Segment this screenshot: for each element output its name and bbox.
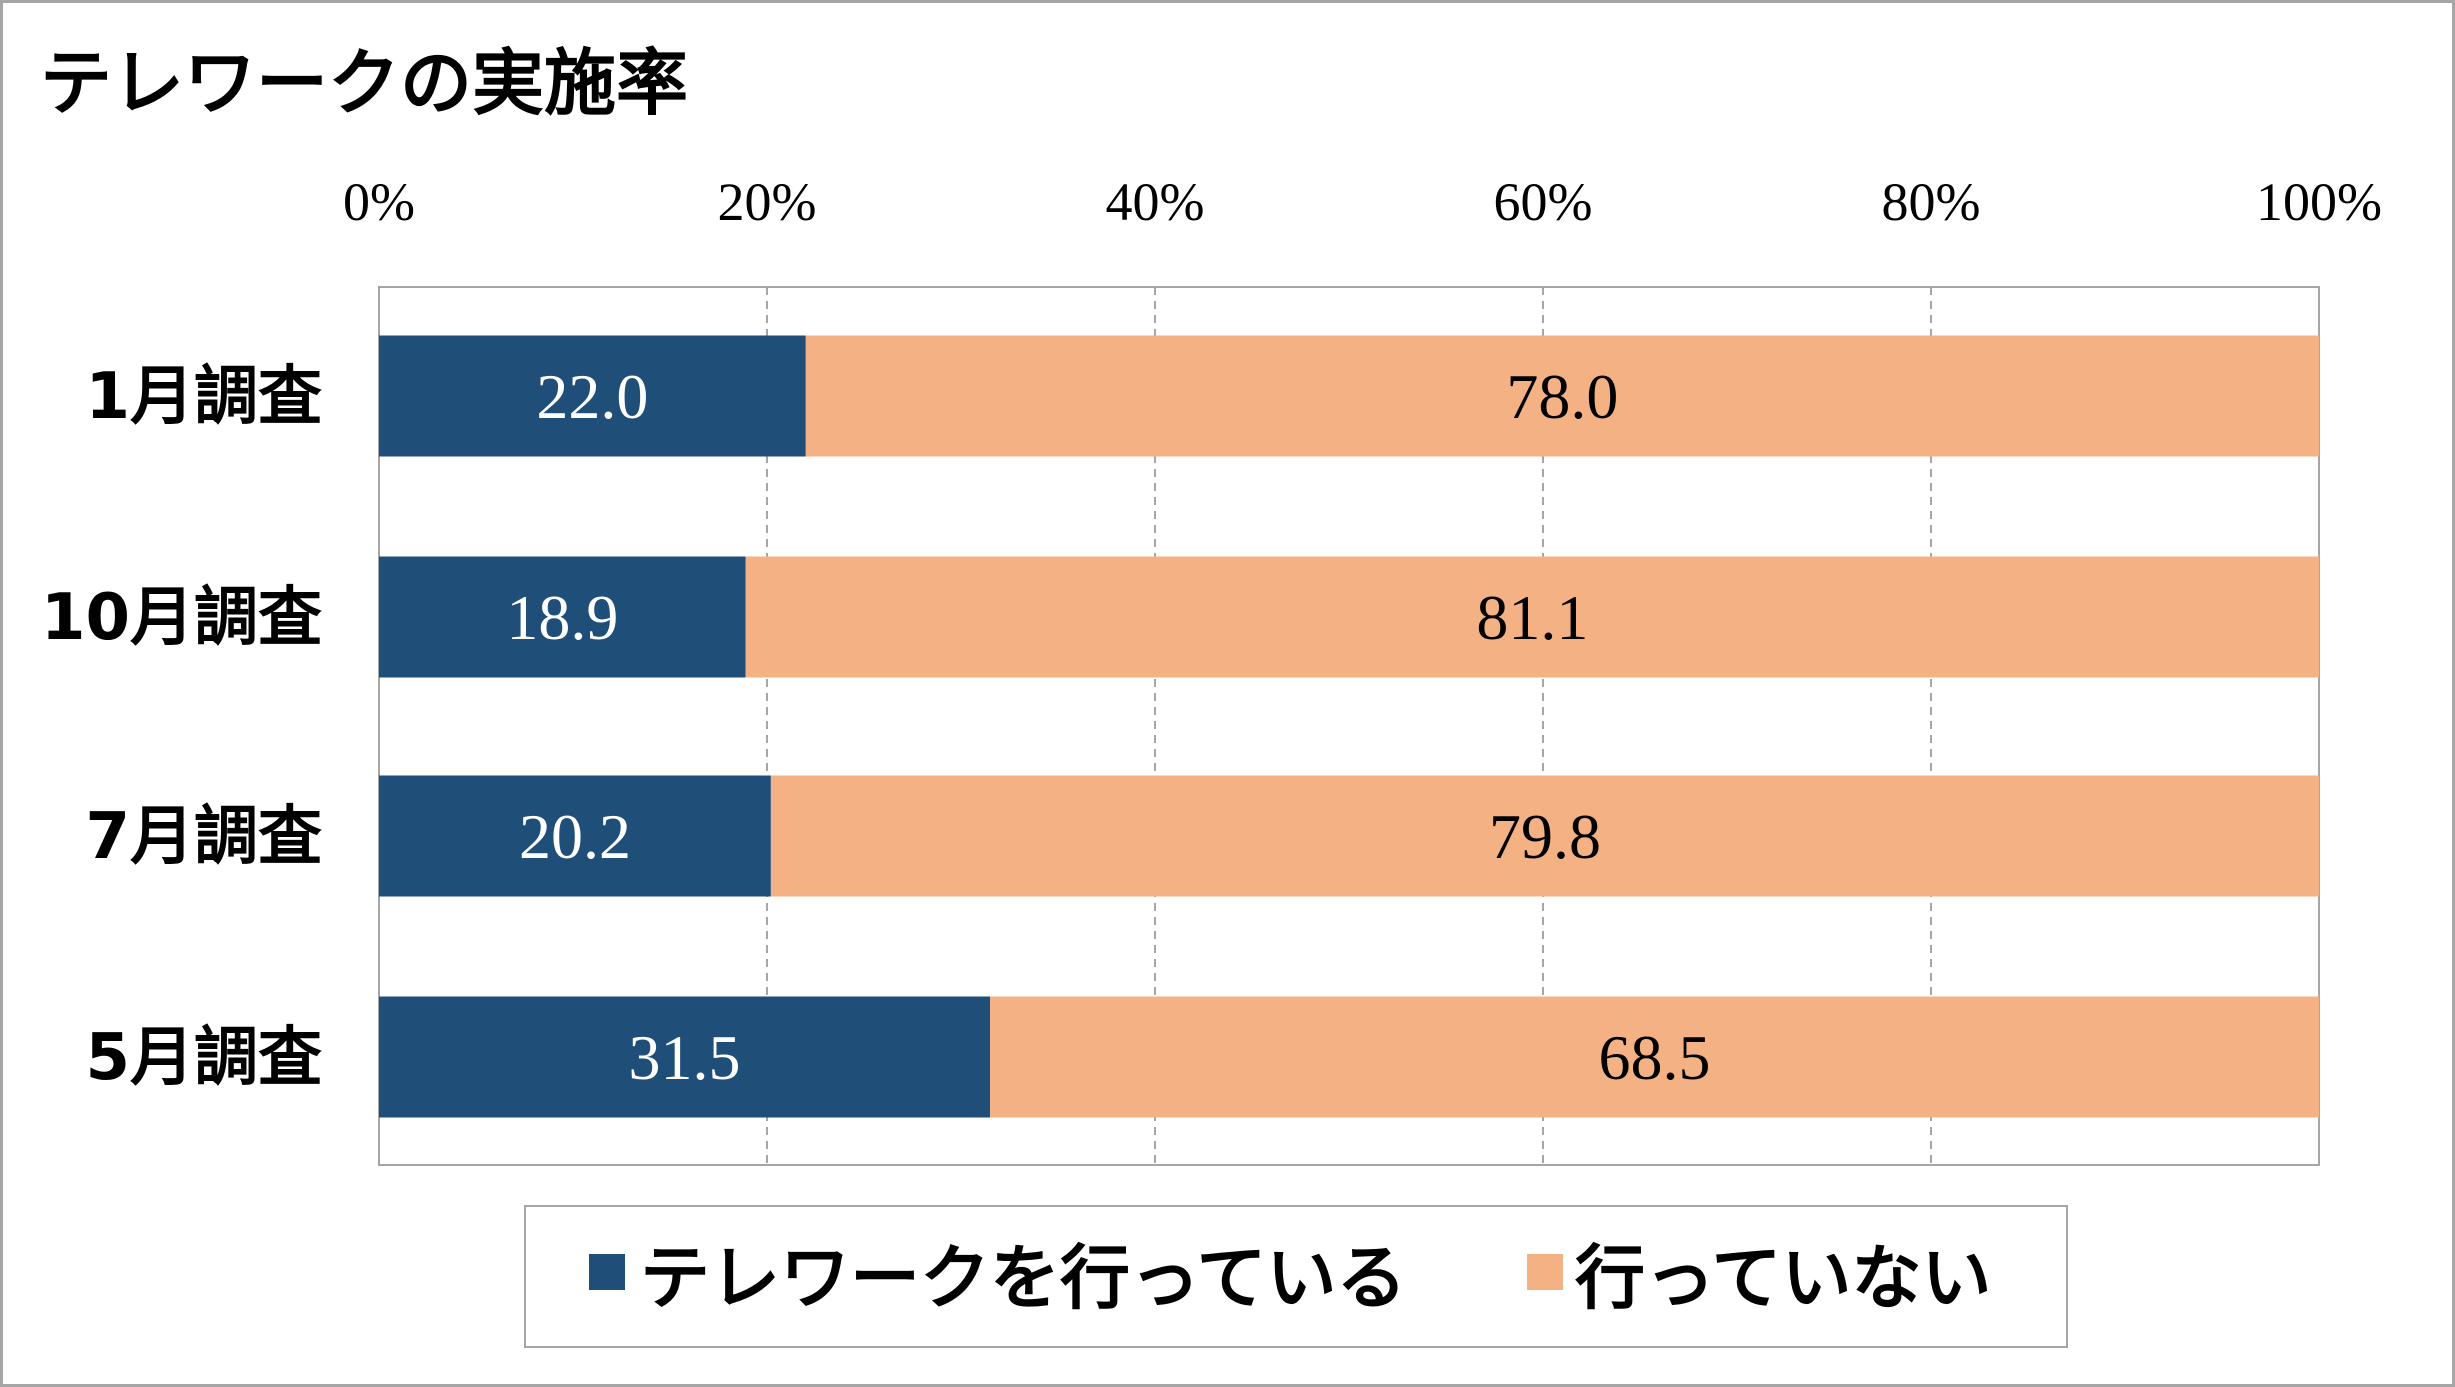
legend-swatch-no-telework — [1527, 1254, 1563, 1290]
bar-segment — [770, 775, 2319, 897]
bar-segment — [379, 335, 806, 457]
legend-label-telework: テレワークを行っている — [640, 1237, 1407, 1319]
x-tick-label: 0% — [343, 172, 415, 232]
category-label: 5月調査 — [85, 1021, 322, 1095]
x-tick-label: 60% — [1494, 172, 1593, 232]
legend-swatch-telework — [589, 1254, 625, 1290]
x-tick-label: 20% — [718, 172, 817, 232]
data-label: 78.0 — [1506, 361, 1618, 432]
data-label: 31.5 — [629, 1022, 741, 1093]
category-labels: 1月調査 10月調査 7月調査 5月調査 — [41, 360, 322, 1095]
legend-label-no-telework: 行っていない — [1575, 1237, 1992, 1319]
data-label: 68.5 — [1599, 1022, 1711, 1093]
bar-segment — [990, 996, 2319, 1118]
data-label: 81.1 — [1476, 582, 1588, 653]
data-label: 79.8 — [1489, 801, 1601, 872]
category-label: 10月調査 — [41, 581, 322, 655]
data-label: 20.2 — [519, 801, 631, 872]
data-label: 18.9 — [506, 582, 618, 653]
category-label: 7月調査 — [85, 800, 322, 874]
legend-box — [524, 1205, 2068, 1348]
x-axis-ticks: 0% 20% 40% 60% 80% 100% — [343, 172, 2382, 232]
plot-area — [378, 286, 2320, 1166]
bar-segment — [379, 996, 991, 1118]
bar-segment — [379, 556, 746, 678]
bar-segment — [805, 335, 2319, 457]
data-label: 22.0 — [536, 361, 648, 432]
x-tick-label: 100% — [2256, 172, 2382, 232]
bar-segment — [379, 775, 771, 897]
category-label: 1月調査 — [85, 360, 322, 434]
bars: 22.0 78.0 18.9 81.1 20.2 79.8 31.5 68.5 — [379, 335, 2320, 1118]
bar-segment — [745, 556, 2320, 678]
x-tick-label: 40% — [1106, 172, 1205, 232]
x-tick-label: 80% — [1882, 172, 1981, 232]
legend: テレワークを行っている 行っていない — [524, 1205, 2068, 1348]
chart-title: テレワークの実施率 — [40, 41, 688, 125]
